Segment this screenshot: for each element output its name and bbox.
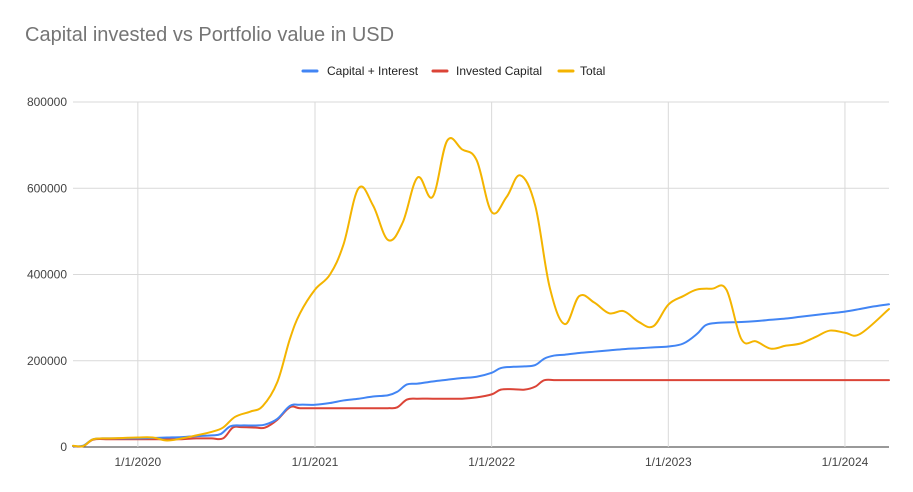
y-tick-label: 600000 bbox=[27, 181, 67, 195]
legend-item-invested-capital[interactable]: Invested Capital bbox=[431, 64, 542, 78]
y-tick-label: 200000 bbox=[27, 354, 67, 368]
chart-title: Capital invested vs Portfolio value in U… bbox=[25, 24, 395, 46]
legend-label: Total bbox=[580, 64, 605, 78]
axis-labels: 0 200000 400000 600000 800000 1/1/2020 1/1/202… bbox=[27, 95, 869, 469]
legend-item-capital-interest[interactable]: Capital + Interest bbox=[301, 64, 419, 78]
y-tick-label: 0 bbox=[60, 440, 67, 454]
legend-label: Capital + Interest bbox=[327, 64, 419, 78]
series-lines bbox=[72, 137, 890, 448]
series-line-invested-capital bbox=[72, 378, 890, 448]
x-tick-label: 1/1/2024 bbox=[822, 455, 869, 469]
legend-item-total[interactable]: Total bbox=[557, 64, 605, 78]
x-tick-label: 1/1/2021 bbox=[292, 455, 339, 469]
x-tick-label: 1/1/2023 bbox=[645, 455, 692, 469]
legend-label: Invested Capital bbox=[456, 64, 542, 78]
x-tick-label: 1/1/2022 bbox=[468, 455, 515, 469]
x-tick-label: 1/1/2020 bbox=[114, 455, 161, 469]
gridlines bbox=[73, 101, 889, 448]
y-tick-label: 800000 bbox=[27, 95, 67, 109]
series-line-total bbox=[72, 137, 890, 448]
y-tick-label: 400000 bbox=[27, 268, 67, 282]
series-line-capital-interest bbox=[72, 303, 890, 448]
legend: Capital + Interest Invested Capital Total bbox=[301, 64, 605, 78]
